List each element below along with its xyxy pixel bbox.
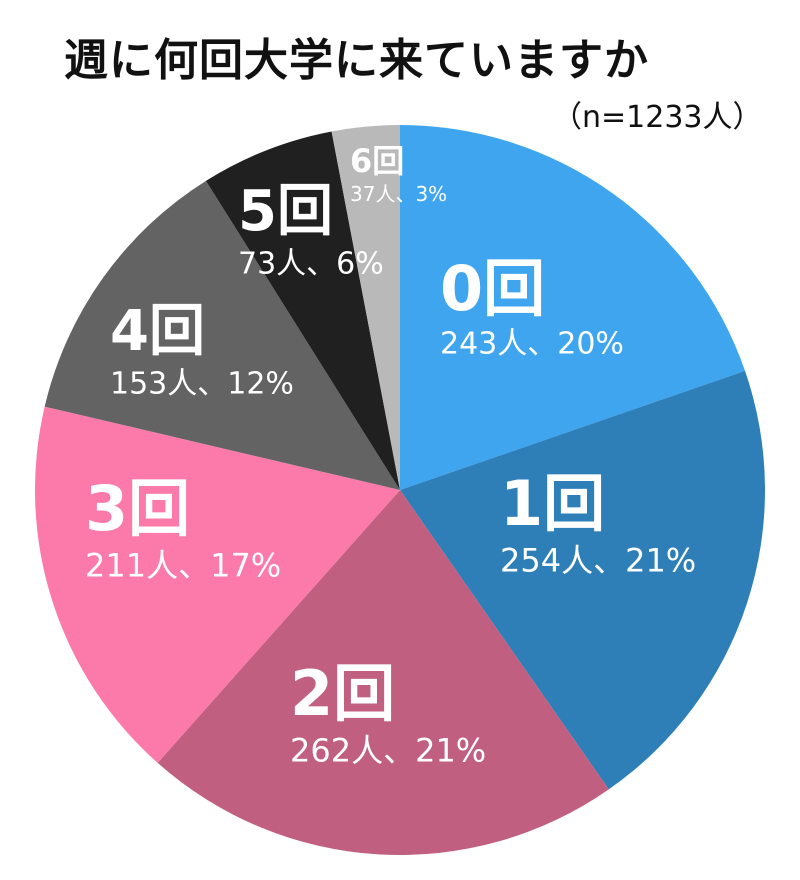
pie-slice-5 [205, 131, 400, 490]
slice-label-4: 4回 [110, 299, 205, 364]
slice-label-6: 6回 [350, 142, 404, 180]
slice-value-label-3: 211人、17% [85, 546, 281, 584]
slice-label-2: 2回 [290, 657, 395, 730]
pie-slice-1 [400, 370, 766, 790]
slice-value-label-0: 243人、20% [440, 327, 624, 362]
pie-slice-6 [331, 125, 400, 490]
slice-value-label-1: 254人、21% [500, 541, 696, 579]
slice-label-1: 1回 [500, 467, 605, 540]
slice-value-label-2: 262人、21% [290, 731, 486, 769]
slice-label-3: 3回 [85, 472, 190, 545]
chart-subtitle: （n=1233人） [552, 100, 763, 135]
pie-slice-3 [34, 406, 400, 763]
chart-title: 週に何回大学に来ていますか [64, 35, 649, 86]
slice-label-0: 0回 [440, 252, 545, 325]
slice-value-label-4: 153人、12% [110, 367, 294, 402]
slice-label-5: 5回 [238, 179, 333, 244]
slice-value-label-6: 37人、3% [350, 182, 447, 206]
pie-slice-2 [157, 490, 609, 855]
slice-value-label-5: 73人、6% [238, 247, 384, 282]
pie-slice-4 [44, 180, 400, 491]
pie-slice-0 [400, 125, 746, 490]
